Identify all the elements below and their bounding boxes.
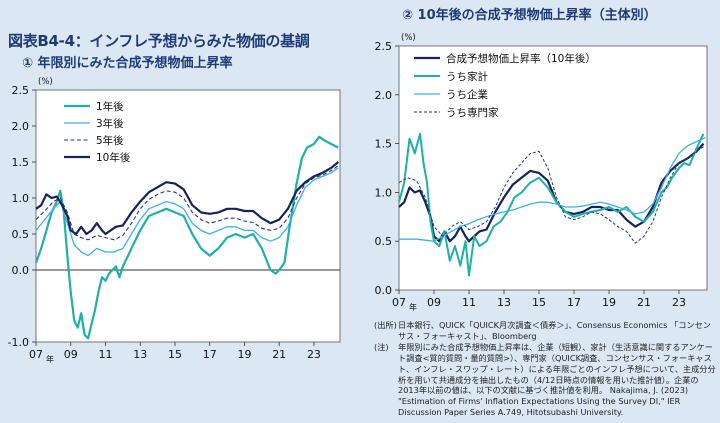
right-legend-label: うち企業	[446, 88, 488, 101]
left-x-tick-label: 21	[272, 348, 286, 361]
left-x-tick-label: 09	[64, 348, 78, 361]
left-legend-label: 3年後	[96, 117, 124, 130]
left-x-tick-label: 11	[98, 348, 112, 361]
source-text: 日本銀行、QUICK「QUICK月次調査＜債券＞」、Consensus Econ…	[398, 320, 711, 341]
right-y-unit-label: (%)	[401, 33, 416, 43]
right-x-tick-label: 17	[567, 296, 581, 309]
right-series-line	[398, 132, 705, 277]
method-note: (注) 年限別にみた合成予想物価上昇率は、企業（短観）、家計（生活意識に関するア…	[374, 342, 718, 418]
right-y-tick-label: 1.5	[375, 138, 393, 151]
left-line-chart: 2.5 2.0 1.5 1.0 0.5 0.0 -1.007 09 11 13 15 17 19 21 23…	[8, 77, 341, 364]
right-y-tick-label: 1.0	[375, 186, 393, 199]
right-x-unit-label: 年	[409, 302, 417, 312]
left-series-line	[35, 167, 339, 257]
right-x-tick-label: 13	[497, 296, 511, 309]
left-chart-subtitle: ① 年限別にみた合成予想物価上昇率	[22, 56, 233, 71]
left-series-line	[35, 161, 340, 236]
left-y-tick-label: 1.0	[12, 192, 30, 205]
left-series-line	[34, 135, 339, 340]
right-x-tick-label: 19	[602, 296, 616, 309]
left-x-tick-label: 23	[307, 348, 321, 361]
left-y-unit-label: (%)	[38, 77, 53, 87]
source-notes: (出所) 日本銀行、QUICK「QUICK月次調査＜債券＞」、Consensus…	[374, 320, 718, 418]
right-y-tick-label: 0.5	[375, 235, 393, 248]
left-x-tick-label: 15	[168, 348, 182, 361]
right-x-tick-label: 23	[672, 296, 686, 309]
left-y-tick-label: -1.0	[8, 336, 29, 349]
left-x-tick-label: 17	[203, 348, 217, 361]
left-x-tick-label: 07	[29, 348, 43, 361]
left-legend-label: 5年後	[96, 134, 124, 147]
right-chart-subtitle: ② 10年後の合成予想物価上昇率（主体別）	[402, 8, 657, 23]
right-y-tick-label: 2.5	[375, 40, 393, 53]
right-x-tick-label: 09	[427, 296, 441, 309]
left-x-unit-label: 年	[46, 354, 54, 364]
right-y-tick-label: 0.0	[375, 284, 393, 297]
left-legend-label: 1年後	[96, 100, 124, 113]
method-text: 年限別にみた合成予想物価上昇率は、企業（短観）、家計（生活意識に関するアンケート…	[398, 341, 716, 418]
right-x-tick-label: 07	[392, 296, 406, 309]
left-x-tick-label: 19	[237, 348, 251, 361]
left-legend-label: 10年後	[96, 151, 131, 164]
right-x-tick-label: 11	[462, 296, 476, 309]
right-x-tick-label: 15	[532, 296, 546, 309]
left-series-line	[35, 165, 339, 241]
source-label: (出所)	[374, 320, 397, 330]
right-legend-label: うち家計	[446, 70, 488, 83]
right-legend-label: うち専門家	[446, 106, 499, 119]
left-y-tick-label: 2.0	[12, 120, 30, 133]
right-y-tick-label: 2.0	[375, 89, 393, 102]
source-note: (出所) 日本銀行、QUICK「QUICK月次調査＜債券＞」、Consensus…	[374, 320, 718, 342]
left-x-tick-label: 13	[133, 348, 147, 361]
left-y-tick-label: 0.0	[12, 264, 30, 277]
right-plot-area	[398, 45, 708, 291]
right-line-chart: 2.5 2.0 1.5 1.0 0.5 0.007 09 11 13 15 17 19 21 23 年 (%)…	[375, 33, 708, 312]
right-x-tick-label: 21	[637, 296, 651, 309]
left-y-tick-label: 0.5	[12, 228, 30, 241]
method-label: (注)	[374, 341, 389, 352]
right-legend-label: 合成予想物価上昇率（10年後）	[446, 52, 596, 65]
left-y-tick-label: 2.5	[12, 84, 30, 97]
left-y-tick-label: 1.5	[12, 156, 30, 169]
right-series-line	[398, 145, 706, 244]
main-title: 図表B4-4：インフレ予想からみた物価の基調	[8, 32, 310, 50]
